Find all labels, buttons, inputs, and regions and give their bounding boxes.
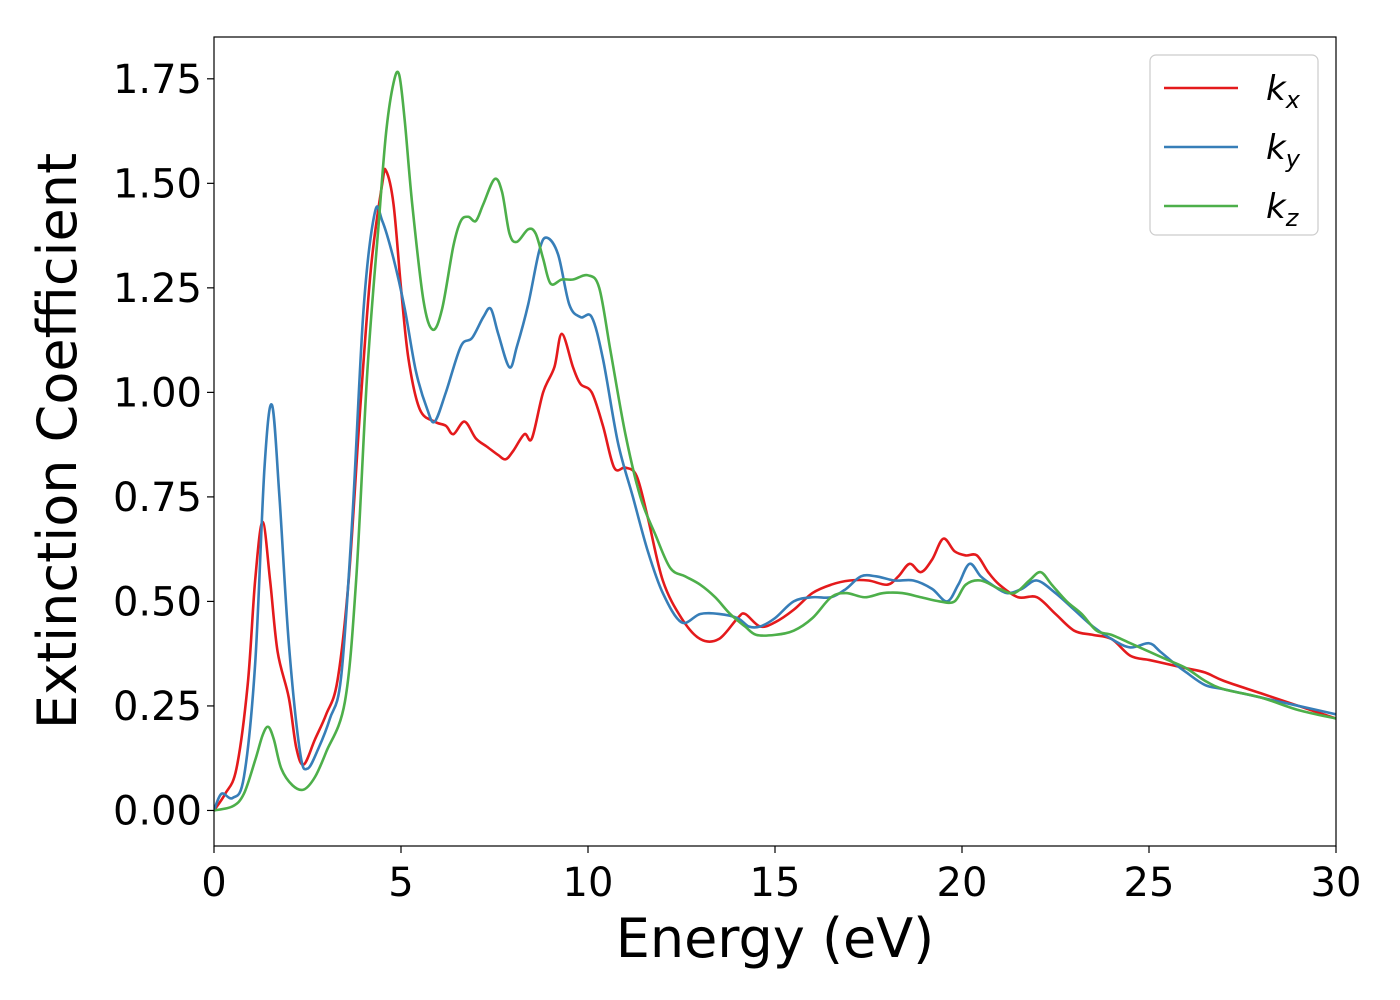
legend-box: [1149, 54, 1319, 236]
x-tick-label: 15: [750, 860, 801, 906]
y-tick-label: 0.75: [113, 475, 202, 521]
legend-label-kz: kz: [1266, 187, 1300, 232]
series-line-ky: [214, 205, 1336, 811]
legend-label-kx: kx: [1266, 69, 1301, 114]
x-tick-label: 30: [1311, 860, 1362, 906]
series-line-kz: [214, 70, 1336, 812]
y-tick-label: 1.50: [113, 161, 202, 207]
series-lines: [214, 70, 1336, 812]
y-tick-label: 1.25: [113, 266, 202, 312]
y-ticks: 0.00 0.25 0.50 0.75 1.00 1.25 1.50 1.75: [113, 57, 214, 834]
y-tick-label: 0.50: [113, 579, 202, 625]
y-tick-label: 1.75: [113, 57, 202, 103]
legend: kx ky kz: [1149, 54, 1319, 236]
x-ticks: 0 5 10 15 20 25 30: [201, 846, 1361, 906]
y-tick-label: 0.25: [113, 684, 202, 730]
y-axis-title: Extinction Coefficient: [26, 153, 89, 729]
y-tick-label: 1.00: [113, 370, 202, 416]
series-line-kx: [214, 167, 1336, 812]
x-tick-label: 0: [201, 860, 226, 906]
legend-entries: kx ky kz: [1164, 69, 1301, 232]
x-tick-label: 20: [937, 860, 988, 906]
x-axis-title: Energy (eV): [616, 907, 935, 970]
x-tick-label: 10: [563, 860, 614, 906]
legend-label-ky: ky: [1266, 128, 1301, 173]
y-tick-label: 0.00: [113, 788, 202, 834]
x-tick-label: 5: [388, 860, 413, 906]
x-tick-label: 25: [1124, 860, 1175, 906]
